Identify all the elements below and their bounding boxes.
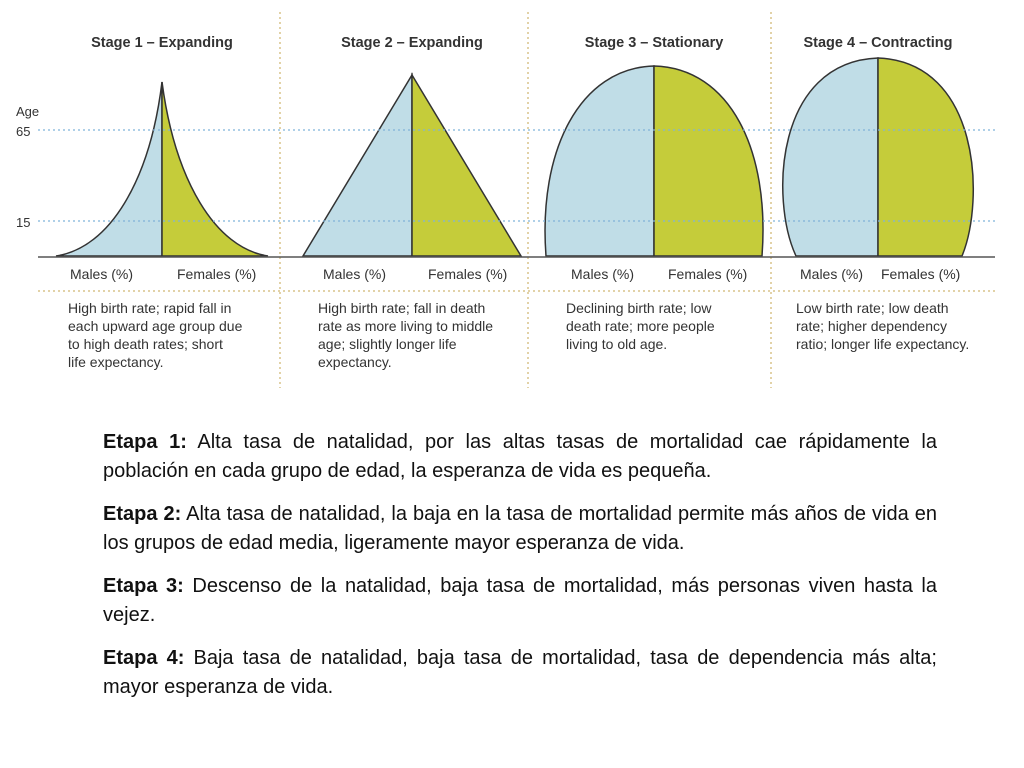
stage-2-males-label: Males (%) [323,266,386,282]
stage-4-males-area [782,57,879,257]
stage-3-desc-line: living to old age. [566,336,667,352]
stage-2-males-area [301,72,413,257]
stage-1-desc-line: each upward age group due [68,318,243,334]
stage-1-females-label: Females (%) [177,266,256,282]
stage-3-females-area [653,65,764,257]
etapas-text-block: Etapa 1: Alta tasa de natalidad, por las… [103,428,937,716]
etapa-3-text: Descenso de la natalidad, baja tasa de m… [103,575,937,626]
stage-2-desc-line: High birth rate; fall in death [318,300,485,316]
etapa-2-text: Alta tasa de natalidad, la baja en la ta… [103,503,937,554]
etapa-3-label: Etapa 3: [103,575,184,597]
stage-4-desc-line: rate; higher dependency [796,318,947,334]
stage-2-females-label: Females (%) [428,266,507,282]
stage-4-males-label: Males (%) [800,266,863,282]
stage-3-title: Stage 3 – Stationary [585,35,724,51]
etapa-4-text: Baja tasa de natalidad, baja tasa de mor… [103,647,937,698]
stage-3-males-label: Males (%) [571,266,634,282]
etapa-1-paragraph: Etapa 1: Alta tasa de natalidad, por las… [103,428,937,486]
stage-1-males-label: Males (%) [70,266,133,282]
stage-1-males-area [55,81,163,257]
stage-3-females-label: Females (%) [668,266,747,282]
stage-3-males-area [544,65,655,257]
stage-1-description: High birth rate; rapid fall in each upwa… [68,300,243,370]
stage-4-females-area [877,57,974,257]
stage-2-title: Stage 2 – Expanding [341,35,483,51]
stage-2-desc-line: age; slightly longer life [318,336,457,352]
etapa-4-label: Etapa 4: [103,647,185,669]
stage-2-description: High birth rate; fall in death rate as m… [318,300,493,370]
age-axis-title: Age [16,104,39,119]
stage-2-desc-line: expectancy. [318,354,392,370]
stage-3-desc-line: Declining birth rate; low [566,300,712,316]
stage-4-females-label: Females (%) [881,266,960,282]
stage-1-title: Stage 1 – Expanding [91,35,233,51]
etapa-1-text: Alta tasa de natalidad, por las altas ta… [103,431,937,482]
age-tick-15: 15 [16,215,30,230]
stage-2-desc-line: rate as more living to middle [318,318,493,334]
etapa-3-paragraph: Etapa 3: Descenso de la natalidad, baja … [103,572,937,630]
stage-3-description: Declining birth rate; low death rate; mo… [566,300,715,352]
etapa-2-label: Etapa 2: [103,503,182,525]
stage-1-desc-line: High birth rate; rapid fall in [68,300,231,316]
stage-4-desc-line: ratio; longer life expectancy. [796,336,969,352]
etapa-2-paragraph: Etapa 2: Alta tasa de natalidad, la baja… [103,500,937,558]
stage-1-desc-line: life expectancy. [68,354,163,370]
stage-2-pyramid [301,72,523,257]
stage-4-title: Stage 4 – Contracting [803,35,952,51]
stage-3-pyramid [544,65,764,257]
stage-1-females-area [161,81,269,257]
stage-4-pyramid [782,57,974,257]
etapa-4-paragraph: Etapa 4: Baja tasa de natalidad, baja ta… [103,644,937,702]
stage-1-pyramid [55,81,269,257]
stage-1-desc-line: to high death rates; short [68,336,223,352]
stage-2-females-area [411,72,523,257]
population-pyramids-diagram: Stage 1 – Expanding Stage 2 – Expanding … [16,12,995,388]
stage-3-desc-line: death rate; more people [566,318,715,334]
etapa-1-label: Etapa 1: [103,431,187,453]
stage-4-description: Low birth rate; low death rate; higher d… [796,300,969,352]
stage-4-desc-line: Low birth rate; low death [796,300,949,316]
age-tick-65: 65 [16,124,30,139]
